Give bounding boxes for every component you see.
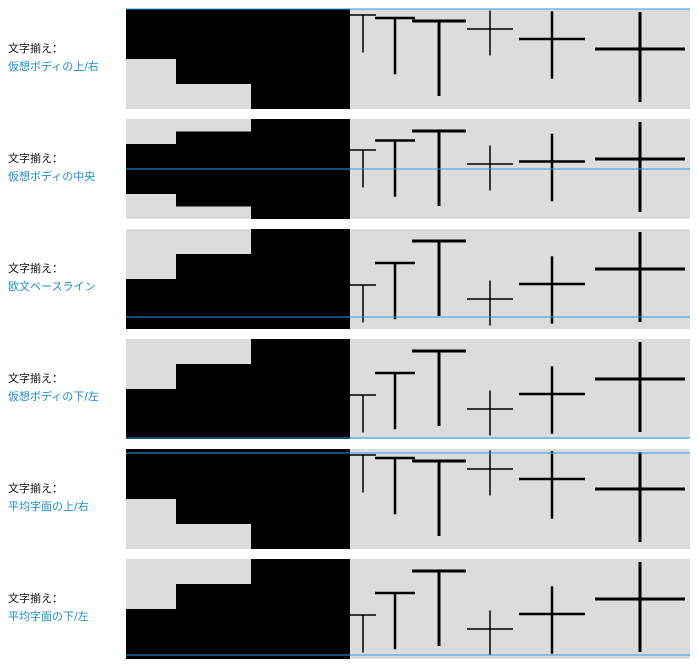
em-block — [251, 449, 350, 549]
em-block — [176, 364, 251, 439]
row-label: 文字揃え： — [8, 481, 63, 495]
em-block — [126, 9, 176, 59]
em-block — [251, 339, 350, 439]
row-label: 文字揃え： — [8, 261, 63, 275]
row-label: 文字揃え： — [8, 151, 63, 165]
em-block — [126, 449, 176, 499]
em-block — [251, 559, 350, 659]
em-block — [126, 279, 176, 329]
em-block — [251, 229, 350, 329]
row-option: 仮想ボディの中央 — [8, 169, 95, 183]
row-option: 平均字面の下/左 — [8, 609, 89, 623]
row-label: 文字揃え： — [8, 591, 63, 605]
em-block — [176, 254, 251, 329]
row-option: 平均字面の上/右 — [8, 499, 89, 513]
em-block — [251, 9, 350, 109]
em-block — [176, 584, 251, 659]
row-option: 仮想ボディの上/右 — [8, 59, 99, 73]
em-block — [126, 389, 176, 439]
row-option: 仮想ボディの下/左 — [8, 389, 99, 403]
row-label: 文字揃え： — [8, 41, 63, 55]
em-block — [176, 9, 251, 84]
row-option: 欧文ベースライン — [8, 279, 95, 293]
em-block — [176, 449, 251, 524]
row-label: 文字揃え： — [8, 371, 63, 385]
em-block — [126, 609, 176, 659]
